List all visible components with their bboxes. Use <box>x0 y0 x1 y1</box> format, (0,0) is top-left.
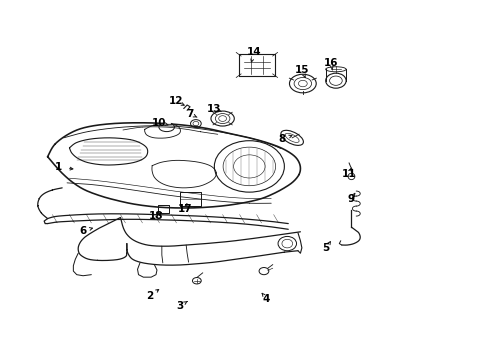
Text: 7: 7 <box>186 109 193 119</box>
Text: 16: 16 <box>323 58 338 68</box>
Text: 3: 3 <box>176 301 183 311</box>
Text: 15: 15 <box>294 65 308 75</box>
Text: 4: 4 <box>262 294 269 303</box>
Text: 18: 18 <box>148 211 163 221</box>
Text: 17: 17 <box>178 204 192 214</box>
Text: 12: 12 <box>169 96 183 107</box>
Text: 13: 13 <box>207 104 221 113</box>
Text: 9: 9 <box>347 194 354 203</box>
Text: 10: 10 <box>152 118 166 128</box>
Text: 11: 11 <box>341 168 356 179</box>
Text: 6: 6 <box>79 226 86 236</box>
Text: 1: 1 <box>55 162 62 172</box>
Text: 8: 8 <box>278 134 285 144</box>
Text: 2: 2 <box>146 291 153 301</box>
Text: 14: 14 <box>246 47 261 57</box>
Text: 5: 5 <box>322 243 329 253</box>
